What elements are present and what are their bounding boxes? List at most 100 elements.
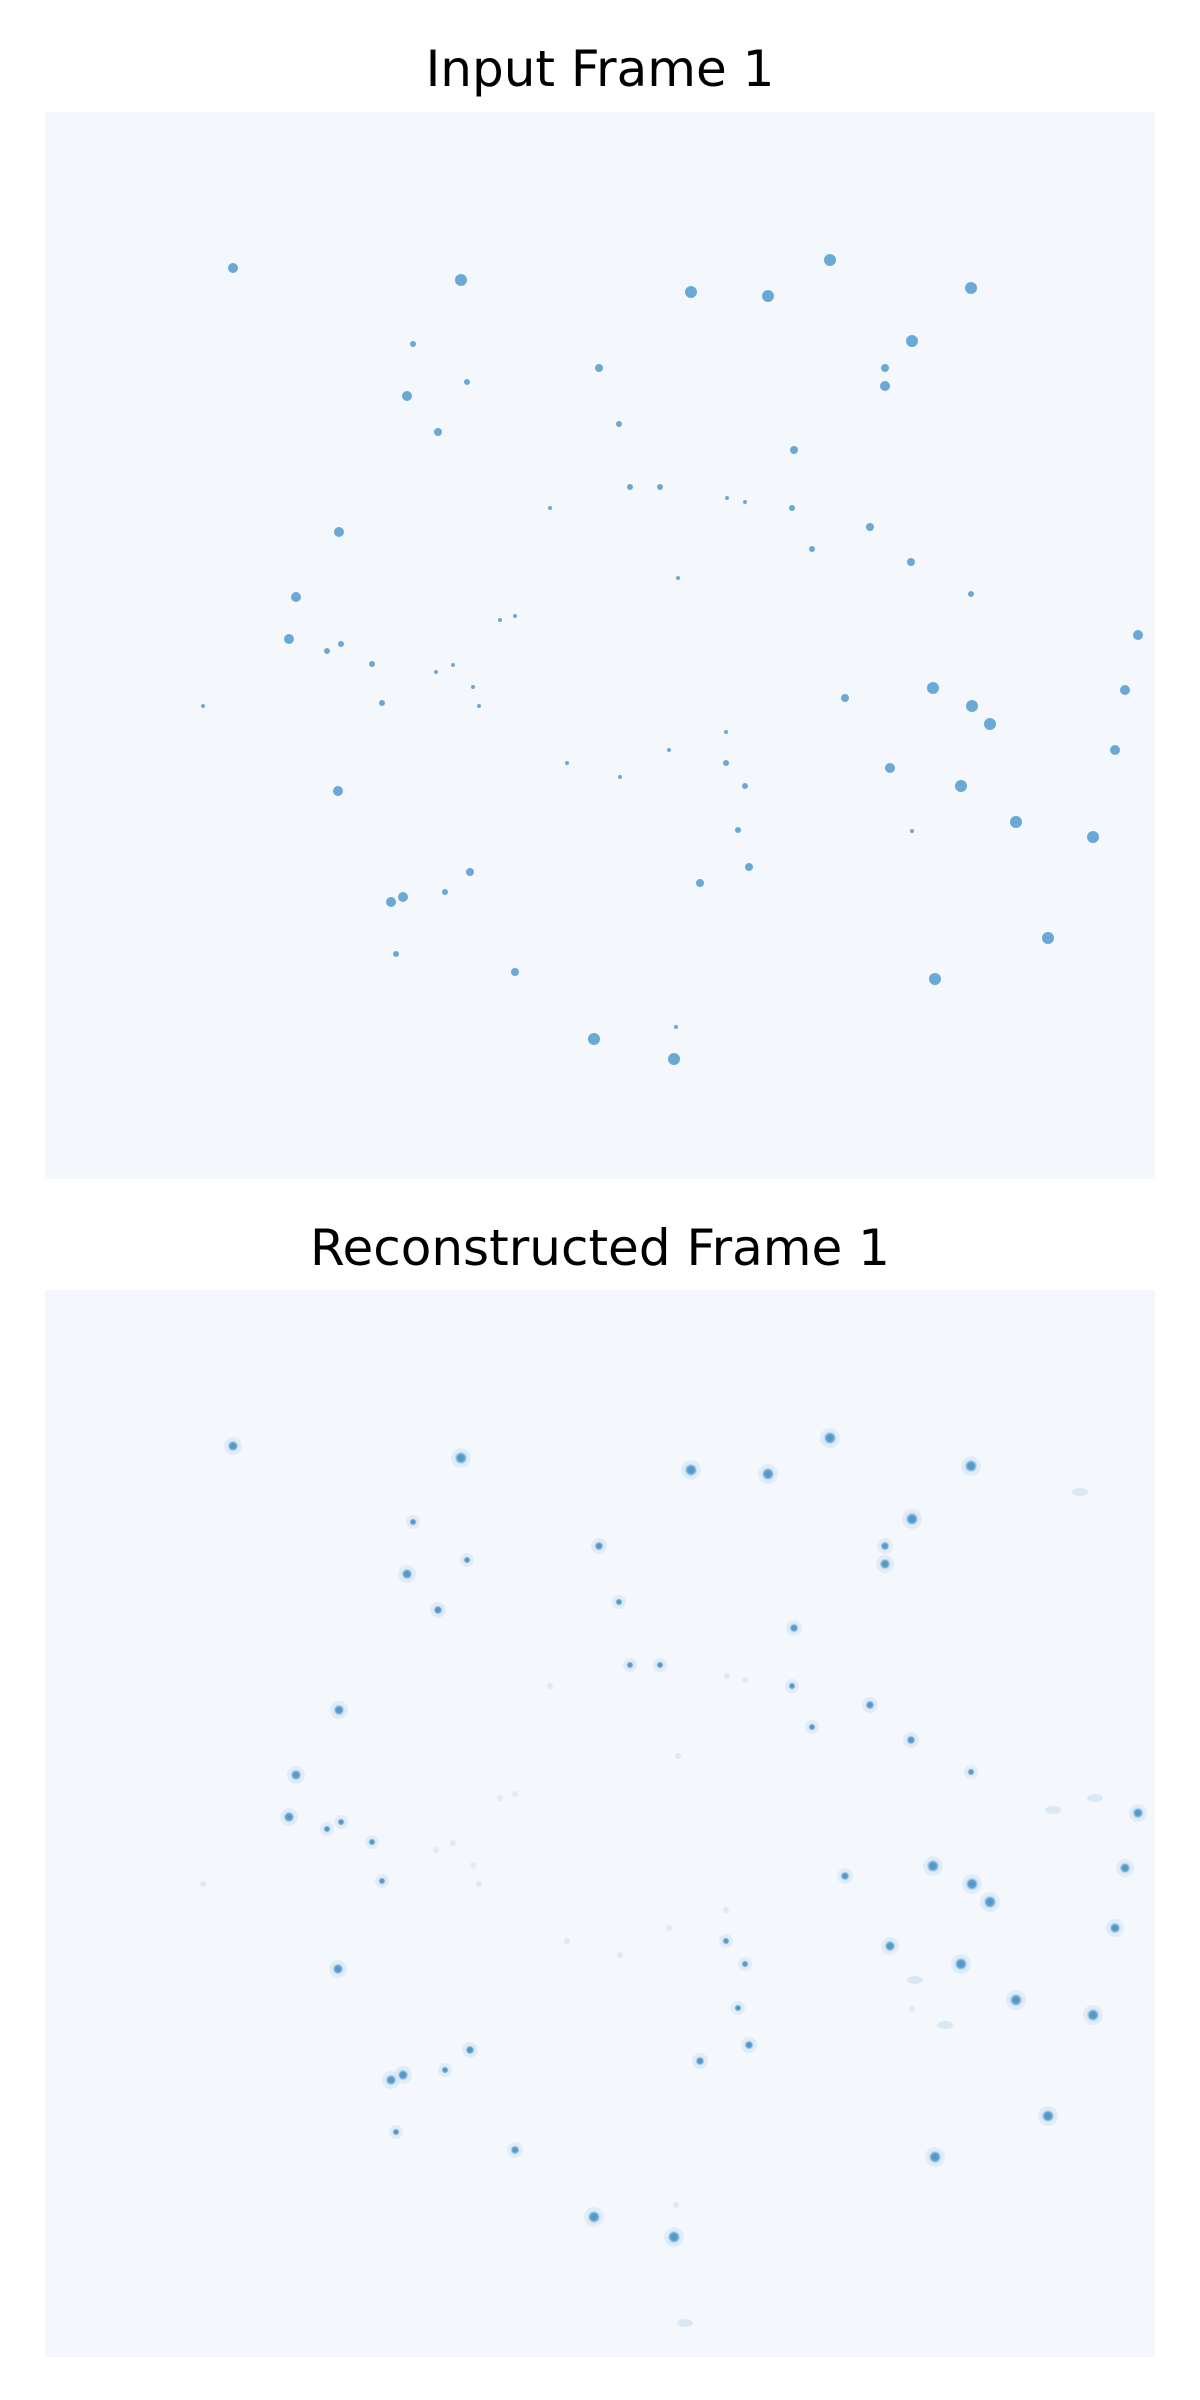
spot bbox=[809, 546, 815, 552]
spot bbox=[927, 682, 939, 694]
ghost-spot bbox=[909, 2006, 915, 2012]
spot bbox=[884, 1940, 896, 1952]
spot bbox=[955, 780, 967, 792]
input-frame-canvas bbox=[201, 254, 1143, 1065]
ghost-spot bbox=[617, 1952, 623, 1958]
ghost-spot bbox=[200, 1881, 206, 1887]
ghost-spot bbox=[666, 1925, 672, 1931]
spot bbox=[442, 889, 448, 895]
spot bbox=[745, 863, 753, 871]
spot bbox=[841, 694, 849, 702]
spot bbox=[684, 1463, 698, 1477]
ghost-spot bbox=[497, 1795, 503, 1801]
spot bbox=[880, 1541, 890, 1551]
spot bbox=[378, 1877, 386, 1885]
spot bbox=[1120, 685, 1130, 695]
spot bbox=[393, 951, 399, 957]
spot bbox=[401, 1568, 413, 1580]
spot bbox=[333, 786, 343, 796]
spot bbox=[455, 274, 467, 286]
spot bbox=[906, 1735, 916, 1745]
spot bbox=[471, 685, 475, 689]
spot bbox=[201, 704, 205, 708]
reconstruction-smudge bbox=[937, 2021, 953, 2029]
spot bbox=[618, 775, 622, 779]
spot bbox=[910, 829, 914, 833]
spot bbox=[965, 1877, 979, 1891]
spot bbox=[290, 1769, 302, 1781]
spot bbox=[397, 2069, 409, 2081]
spot bbox=[1010, 816, 1022, 828]
spot bbox=[615, 1598, 623, 1606]
spot bbox=[762, 290, 774, 302]
spot bbox=[291, 592, 301, 602]
spot bbox=[409, 1518, 417, 1526]
spot bbox=[723, 760, 729, 766]
spot bbox=[626, 1661, 634, 1669]
spot bbox=[402, 391, 412, 401]
spot bbox=[725, 496, 729, 500]
ghost-spot bbox=[564, 1938, 570, 1944]
spot bbox=[324, 648, 330, 654]
spot bbox=[667, 748, 671, 752]
spot bbox=[789, 1623, 799, 1633]
panel-title-reconstructed: Reconstructed Frame 1 bbox=[310, 1219, 890, 1277]
ghost-spot bbox=[450, 1840, 456, 1846]
spot bbox=[283, 1811, 295, 1823]
spot bbox=[434, 428, 442, 436]
spot bbox=[744, 2040, 754, 2050]
spot bbox=[1087, 831, 1099, 843]
spot bbox=[674, 1025, 678, 1029]
spot bbox=[334, 527, 344, 537]
spot bbox=[464, 379, 470, 385]
ghost-spot bbox=[673, 2202, 679, 2208]
spot bbox=[1110, 745, 1120, 755]
spot bbox=[840, 1871, 850, 1881]
input-frame-image bbox=[45, 112, 1155, 1179]
spot bbox=[741, 1960, 749, 1968]
spot bbox=[885, 763, 895, 773]
reconstruction-smudge bbox=[907, 1976, 923, 1984]
spot bbox=[824, 254, 836, 266]
ghost-spot bbox=[675, 1753, 681, 1759]
spot bbox=[379, 700, 385, 706]
spot bbox=[667, 2230, 681, 2244]
spot bbox=[761, 1467, 775, 1481]
spot bbox=[465, 2045, 475, 2055]
spot bbox=[788, 1682, 796, 1690]
spot bbox=[1009, 1993, 1023, 2007]
spot bbox=[368, 1838, 376, 1846]
spot bbox=[966, 700, 978, 712]
spot bbox=[323, 1825, 331, 1833]
spot bbox=[905, 1512, 919, 1526]
ghost-spot bbox=[724, 1673, 730, 1679]
spot bbox=[433, 1605, 443, 1615]
spot bbox=[434, 670, 438, 674]
spot bbox=[722, 1937, 730, 1945]
spot bbox=[965, 282, 977, 294]
spot bbox=[441, 2066, 449, 2074]
ghost-spot bbox=[547, 1683, 553, 1689]
spot bbox=[724, 730, 728, 734]
spot bbox=[1042, 932, 1054, 944]
reconstruction-smudge bbox=[677, 2319, 693, 2327]
spot bbox=[657, 484, 663, 490]
reconstruction-smudge bbox=[1087, 1794, 1103, 1802]
spot bbox=[866, 523, 874, 531]
spot bbox=[668, 1053, 680, 1065]
spot bbox=[929, 973, 941, 985]
reconstruction-smudge bbox=[1072, 1488, 1088, 1496]
spot bbox=[928, 2150, 942, 2164]
spot bbox=[616, 421, 622, 427]
ghost-spot bbox=[512, 1791, 518, 1797]
spot bbox=[881, 364, 889, 372]
ghost-spot bbox=[476, 1881, 482, 1887]
reconstructed-frame-canvas bbox=[200, 1428, 1147, 2327]
spot bbox=[548, 506, 552, 510]
spot bbox=[392, 2128, 400, 2136]
spot bbox=[696, 879, 704, 887]
spot bbox=[1133, 630, 1143, 640]
spot bbox=[1041, 2109, 1055, 2123]
spot bbox=[984, 718, 996, 730]
spot bbox=[880, 381, 890, 391]
